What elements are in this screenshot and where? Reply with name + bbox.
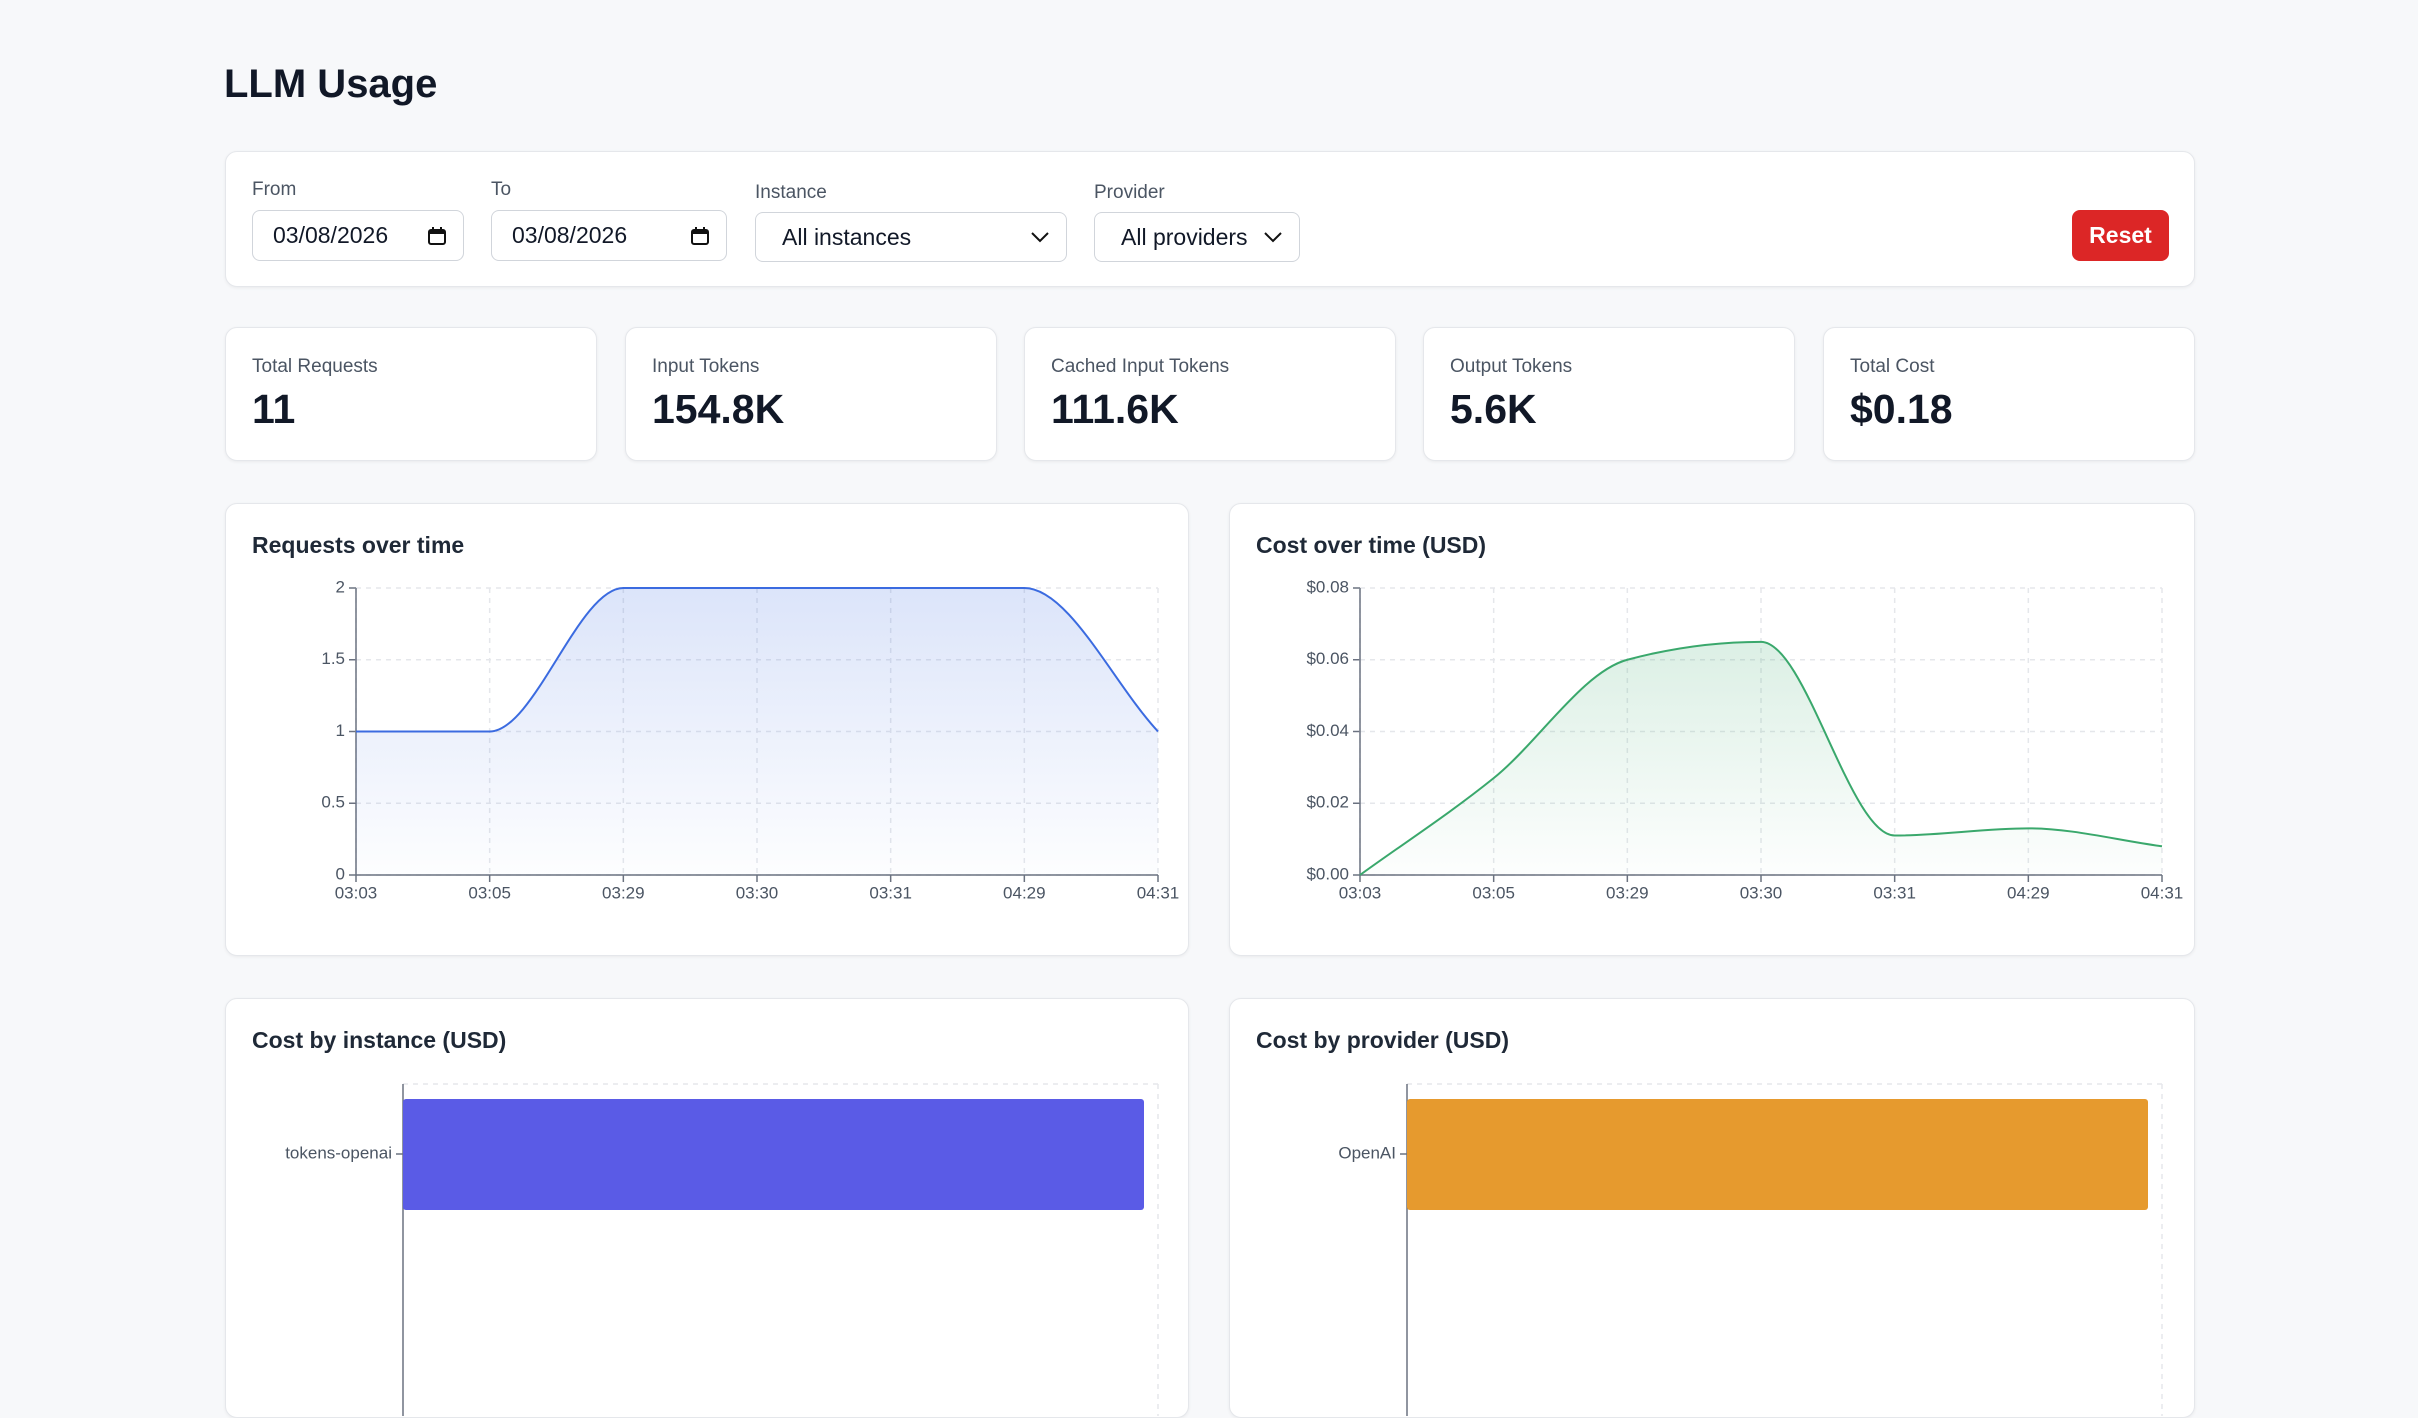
- y-tick-label: $0.00: [1306, 864, 1349, 883]
- chart-card: Cost by instance (USD)tokens-openai: [225, 998, 1189, 1418]
- instance-value: All instances: [782, 224, 911, 251]
- provider-value: All providers: [1121, 224, 1248, 251]
- page-title: LLM Usage: [224, 62, 437, 107]
- stat-card: Total Requests 11: [225, 327, 597, 461]
- y-tick-label: 2: [336, 577, 345, 596]
- x-tick-label: 03:03: [335, 883, 378, 902]
- provider-select[interactable]: All providers: [1094, 212, 1300, 262]
- bar: [403, 1099, 1144, 1210]
- chart-svg: 0 0.5 1 1.5 2 03:03 03:05 03:29 03:30 03:31 04:29 0…: [226, 504, 1187, 954]
- stat-label: Total Cost: [1850, 356, 1934, 378]
- from-date-input[interactable]: 03/08/2026: [252, 210, 464, 261]
- filter-panel: From 03/08/2026 To 03/08/2026 Instance A…: [225, 151, 2195, 287]
- y-tick-label: 1: [336, 721, 345, 740]
- x-tick-label: 03:03: [1339, 883, 1382, 902]
- chart-svg: OpenAI: [1230, 999, 2193, 1416]
- stat-label: Total Requests: [252, 356, 378, 378]
- stat-card: Total Cost $0.18: [1823, 327, 2195, 461]
- calendar-icon: [427, 226, 447, 246]
- stat-card: Cached Input Tokens 111.6K: [1024, 327, 1396, 461]
- area: [1360, 642, 2162, 875]
- x-tick-label: 04:29: [1003, 883, 1046, 902]
- to-label: To: [491, 179, 511, 201]
- calendar-icon: [690, 226, 710, 246]
- y-tick-label: OpenAI: [1338, 1143, 1396, 1162]
- from-date-value: 03/08/2026: [273, 222, 388, 249]
- y-tick-label: $0.04: [1306, 721, 1349, 740]
- stat-value: $0.18: [1850, 386, 1953, 433]
- provider-label: Provider: [1094, 182, 1165, 204]
- y-tick-label: $0.08: [1306, 577, 1349, 596]
- stat-value: 111.6K: [1051, 386, 1179, 433]
- x-tick-label: 03:29: [1606, 883, 1649, 902]
- stat-card: Input Tokens 154.8K: [625, 327, 997, 461]
- reset-button[interactable]: Reset: [2072, 210, 2169, 261]
- page: { "header": {"title": "LLM Usage"}, "fil…: [0, 0, 2418, 1210]
- instance-select[interactable]: All instances: [755, 212, 1067, 262]
- y-tick-label: 0: [336, 864, 345, 883]
- to-date-value: 03/08/2026: [512, 222, 627, 249]
- x-tick-label: 03:05: [1472, 883, 1515, 902]
- chart-svg: $0.00 $0.02 $0.04 $0.06 $0.08 03:03 03:05 03:29…: [1230, 504, 2193, 954]
- to-date-input[interactable]: 03/08/2026: [491, 210, 727, 261]
- stat-value: 11: [252, 386, 295, 433]
- y-tick-label: 0.5: [321, 793, 345, 812]
- y-tick-label: tokens-openai: [285, 1143, 392, 1162]
- chart-card: Cost by provider (USD)OpenAI: [1229, 998, 2195, 1418]
- x-tick-label: 03:30: [1740, 883, 1783, 902]
- stat-card: Output Tokens 5.6K: [1423, 327, 1795, 461]
- from-label: From: [252, 179, 296, 201]
- y-tick-label: $0.06: [1306, 649, 1349, 668]
- x-tick-label: 03:29: [602, 883, 645, 902]
- chart-card: Cost over time (USD)$0.00$0.02$0.04$0.06…: [1229, 503, 2195, 956]
- stat-value: 154.8K: [652, 386, 784, 433]
- stat-label: Input Tokens: [652, 356, 759, 378]
- chevron-icon: [1030, 231, 1050, 243]
- x-tick-label: 03:31: [869, 883, 912, 902]
- x-tick-label: 04:31: [1137, 883, 1180, 902]
- x-tick-label: 04:29: [2007, 883, 2050, 902]
- stat-label: Cached Input Tokens: [1051, 356, 1229, 378]
- chart-card: Requests over time00.511.5203:0303:0503:…: [225, 503, 1189, 956]
- x-tick-label: 03:31: [1873, 883, 1916, 902]
- bar: [1407, 1099, 2148, 1210]
- instance-label: Instance: [755, 182, 827, 204]
- stat-label: Output Tokens: [1450, 356, 1572, 378]
- stat-value: 5.6K: [1450, 386, 1537, 433]
- x-tick-label: 03:05: [468, 883, 511, 902]
- x-tick-label: 03:30: [736, 883, 779, 902]
- chart-svg: tokens-openai: [226, 999, 1187, 1416]
- x-tick-label: 04:31: [2141, 883, 2184, 902]
- chevron-icon: [1263, 231, 1283, 243]
- y-tick-label: $0.02: [1306, 793, 1349, 812]
- y-tick-label: 1.5: [321, 649, 345, 668]
